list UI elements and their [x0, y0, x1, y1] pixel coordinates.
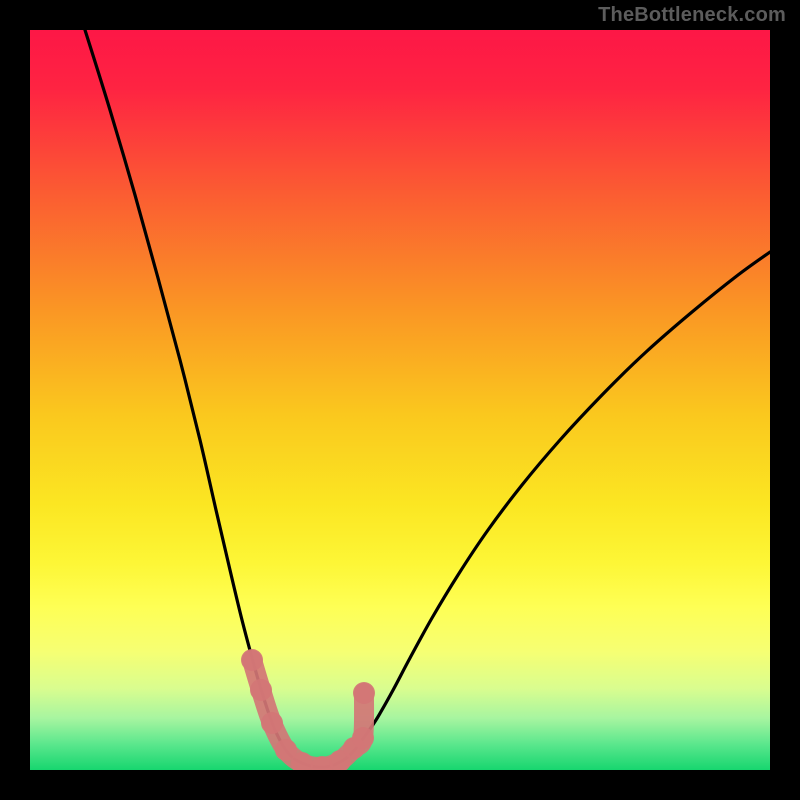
marker-dot: [353, 682, 375, 704]
chart-frame: TheBottleneck.com: [0, 0, 800, 800]
marker-dot: [241, 649, 263, 671]
marker-dot: [250, 679, 272, 701]
bottleneck-curve: [85, 30, 770, 767]
curve-layer: [30, 30, 770, 770]
watermark-text: TheBottleneck.com: [598, 4, 786, 27]
marker-dot: [352, 727, 374, 749]
plot-area: [30, 30, 770, 770]
marker-dot: [261, 712, 283, 734]
